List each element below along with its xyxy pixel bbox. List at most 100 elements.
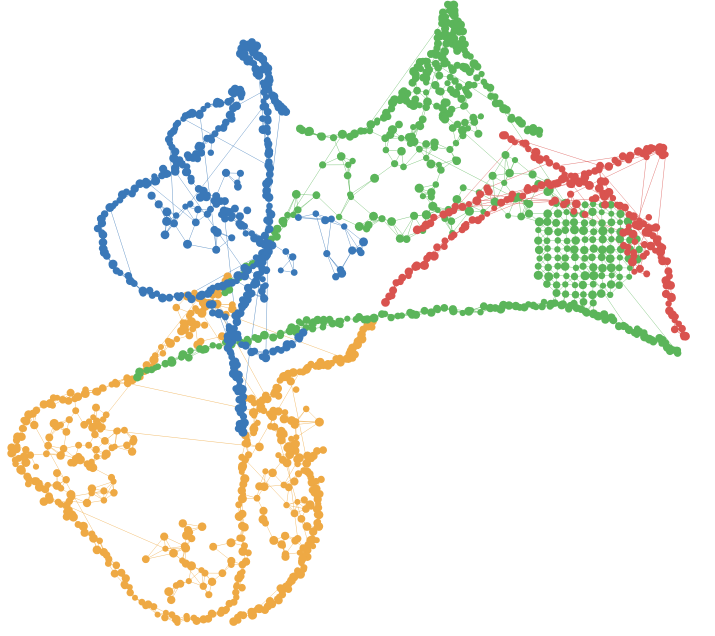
red-node — [450, 231, 458, 239]
blue-node — [228, 96, 235, 103]
green-node — [571, 281, 579, 289]
green-node — [572, 264, 580, 271]
blue-node — [212, 227, 222, 237]
orange-node — [309, 527, 318, 536]
orange-node — [93, 453, 100, 460]
green-node — [553, 209, 563, 218]
orange-node — [123, 374, 131, 382]
green-node — [528, 170, 537, 179]
orange-node — [150, 603, 158, 611]
blue-node — [103, 252, 111, 260]
orange-node — [292, 418, 300, 426]
orange-node — [236, 534, 244, 542]
orange-node — [291, 536, 300, 545]
orange-node — [43, 450, 50, 458]
orange-node — [120, 580, 128, 589]
orange-node — [92, 387, 100, 396]
orange-node — [173, 335, 181, 343]
blue-node — [265, 207, 273, 215]
red-node — [656, 244, 666, 254]
blue-node — [262, 349, 270, 356]
blue-node — [348, 246, 357, 255]
green-node — [209, 342, 216, 349]
green-node — [298, 320, 305, 327]
green-node — [320, 315, 328, 323]
red-node — [626, 151, 635, 160]
green-node — [561, 254, 569, 262]
blue-node — [243, 265, 253, 275]
blue-node — [252, 271, 262, 280]
green-node — [561, 226, 570, 234]
blue-node — [162, 216, 172, 226]
red-node — [472, 196, 482, 206]
green-node — [597, 245, 607, 255]
orange-node — [130, 435, 137, 442]
green-node — [254, 335, 263, 343]
blue-node — [203, 290, 211, 298]
orange-node — [248, 408, 259, 418]
green-node — [589, 244, 598, 253]
green-node — [434, 306, 442, 314]
green-node — [486, 83, 495, 92]
green-node — [411, 310, 421, 319]
orange-node — [172, 582, 180, 589]
orange-node — [24, 480, 32, 488]
orange-node — [238, 509, 247, 519]
green-node — [408, 78, 417, 87]
green-node — [552, 289, 561, 297]
green-node — [615, 264, 623, 272]
orange-node — [71, 395, 79, 403]
green-node — [505, 212, 512, 219]
orange-node — [123, 441, 131, 450]
orange-node — [44, 441, 52, 450]
orange-node — [149, 355, 159, 365]
green-node — [410, 124, 417, 131]
orange-node — [260, 407, 268, 415]
blue-node — [203, 134, 211, 142]
orange-node — [313, 510, 322, 519]
blue-node — [235, 219, 244, 228]
green-node — [373, 119, 381, 126]
blue-node — [215, 125, 222, 132]
green-node — [534, 262, 542, 270]
orange-node — [181, 543, 191, 553]
green-node — [432, 181, 440, 188]
orange-node — [312, 477, 320, 485]
green-node — [589, 236, 597, 244]
green-node — [428, 201, 438, 211]
blue-node — [243, 206, 252, 215]
blue-node — [289, 253, 297, 261]
green-node — [578, 280, 587, 290]
green-node — [378, 215, 386, 223]
blue-node — [162, 207, 172, 217]
blue-node — [225, 208, 234, 216]
orange-node — [197, 522, 207, 531]
blue-node — [238, 94, 245, 101]
green-node — [562, 219, 570, 227]
green-node — [427, 50, 435, 58]
orange-node — [110, 478, 117, 485]
green-node — [440, 60, 448, 68]
red-node — [655, 147, 664, 156]
orange-node — [255, 442, 264, 452]
orange-node — [186, 561, 196, 571]
green-node — [410, 98, 419, 108]
red-node — [646, 241, 656, 251]
orange-node — [225, 599, 234, 608]
red-node — [463, 220, 470, 228]
green-node — [419, 57, 427, 65]
blue-node — [191, 218, 200, 227]
blue-node — [236, 376, 244, 385]
green-node — [423, 89, 430, 96]
red-node — [643, 153, 650, 161]
green-node — [598, 226, 608, 236]
green-node — [449, 307, 458, 316]
green-node — [386, 130, 395, 139]
green-node — [437, 166, 445, 174]
green-node — [551, 299, 559, 307]
green-node — [598, 272, 606, 280]
red-node — [591, 194, 600, 203]
orange-node — [57, 501, 65, 508]
green-node — [571, 290, 580, 299]
orange-node — [158, 344, 164, 350]
